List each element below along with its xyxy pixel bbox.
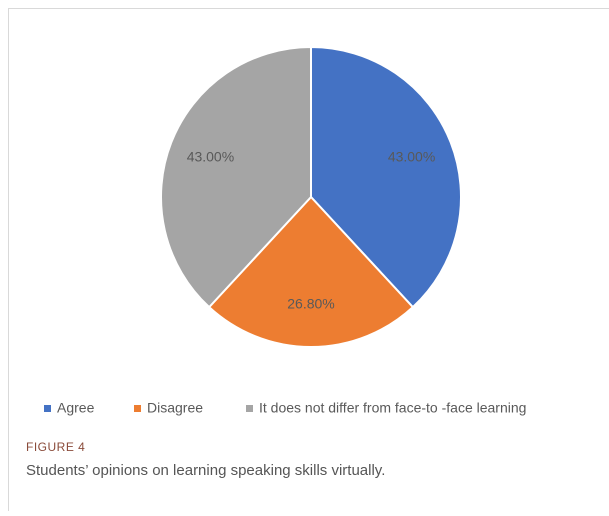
pie-slice <box>207 195 415 348</box>
pie-slice <box>310 45 462 309</box>
data-label: 43.00% <box>388 148 435 164</box>
pie-slice <box>160 45 312 309</box>
legend-label: Agree <box>57 400 95 416</box>
legend-marker <box>134 405 141 412</box>
figure-caption: Students’ opinions on learning speaking … <box>26 462 385 479</box>
legend-label: Disagree <box>147 400 203 416</box>
data-label: 26.80% <box>287 296 334 312</box>
legend-marker <box>44 405 51 412</box>
figure-label: FIGURE 4 <box>26 440 85 454</box>
legend-label: It does not differ from face-to -face le… <box>259 400 526 416</box>
data-label: 43.00% <box>187 148 234 164</box>
legend-marker <box>246 405 253 412</box>
